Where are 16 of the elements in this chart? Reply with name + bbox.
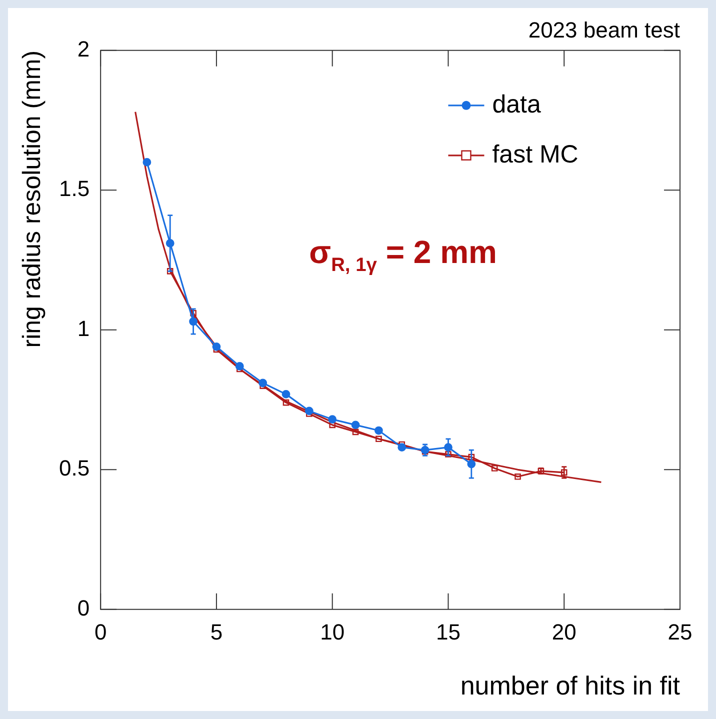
legend-label: data	[492, 90, 541, 118]
x-tick-label: 15	[436, 620, 460, 645]
y-tick-label: 0.5	[58, 456, 90, 481]
y-tick-label: 2	[77, 36, 90, 62]
legend-label: fast MC	[492, 140, 578, 168]
y-tick-label: 1.5	[58, 176, 90, 202]
x-tick-label: 20	[552, 620, 576, 645]
x-axis-title: number of hits in fit	[460, 670, 681, 701]
chart-title: 2023 beam test	[528, 17, 680, 42]
x-tick-label: 10	[320, 620, 345, 645]
x-tick-label: 5	[210, 620, 223, 645]
y-tick-label: 1	[77, 316, 90, 341]
x-tick-label: 25	[668, 620, 692, 645]
y-axis-title: ring radius resolution (mm)	[18, 50, 46, 348]
y-tick-label: 0	[77, 595, 90, 620]
x-tick-label: 0	[94, 620, 107, 645]
